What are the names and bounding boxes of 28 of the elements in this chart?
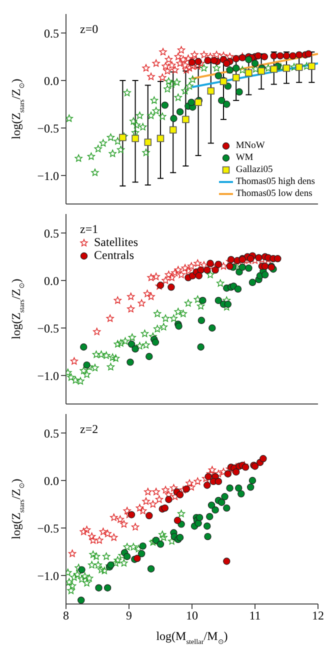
y-tick-label: −1.0 [37,168,59,183]
y-tick-label: 0.0 [44,474,59,488]
legend-label: Thomas05 low dens [234,188,314,200]
y-tick-label: −0.5 [37,321,59,336]
y-tick-label: −0.5 [37,521,59,536]
x-tick-label: 12 [312,608,324,623]
text: z=0 [80,22,98,37]
text: z=1 [80,222,98,237]
x-tick-label: 10 [186,608,198,623]
y-tick-label: −1.0 [37,568,59,583]
y-tick-label: 0.0 [44,74,59,88]
y-tick-label: 0.0 [44,274,59,288]
text: z=2 [80,422,98,437]
y-tick-label: −0.5 [37,121,59,136]
x-tick-label: 8 [63,608,69,623]
legend-label: Satellites [93,235,138,249]
y-tick-label: 0.5 [44,426,59,440]
y-tick-label: −1.0 [37,368,59,383]
y-tick-label: 0.5 [44,26,59,40]
x-tick-label: 9 [126,608,132,623]
legend-label: Thomas05 high dens [234,176,315,188]
x-tick-label: 11 [249,608,261,623]
legend-label: WM [234,152,254,164]
x-axis-title: log(M$_{stellar}$/M$_{⊙}$) [156,629,228,646]
y-tick-label: 0.5 [44,226,59,240]
legend-label: Centrals [93,248,135,262]
legend-label: Gallazi05 [234,164,274,176]
legend-label: MNoW [234,140,266,152]
